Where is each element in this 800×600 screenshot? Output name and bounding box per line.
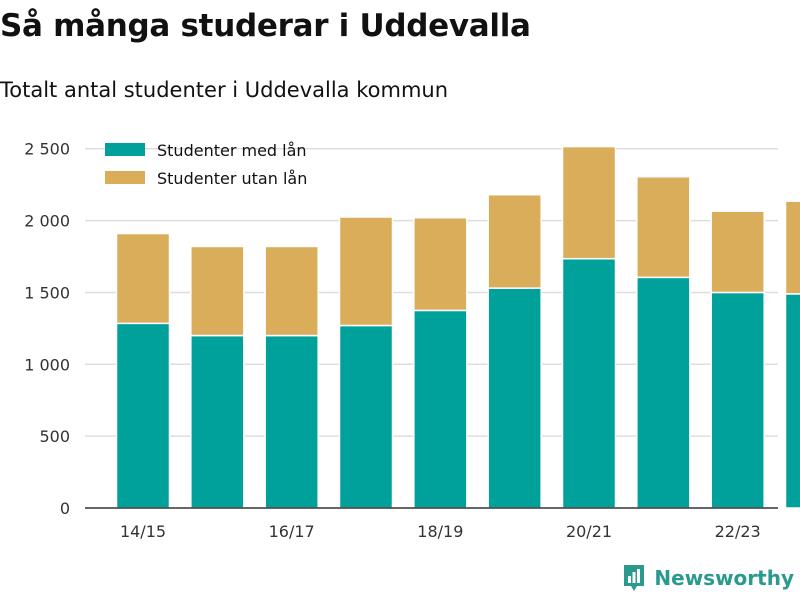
bar-stack xyxy=(636,176,691,509)
y-tick-label: 2 000 xyxy=(24,212,70,231)
legend-label: Studenter utan lån xyxy=(157,169,307,188)
x-axis-tick-labels: 14/15 16/17 18/19 20/21 22/23 xyxy=(120,522,761,541)
bar-stack xyxy=(190,245,245,509)
chart-subtitle: Totalt antal studenter i Uddevalla kommu… xyxy=(0,78,449,102)
bar-stack xyxy=(338,216,394,509)
bar-segment-with-loan xyxy=(264,334,319,509)
x-tick-label: 22/23 xyxy=(715,522,761,541)
y-axis-tick-labels: 0 500 1 000 1 500 2 000 2 500 xyxy=(24,140,70,518)
legend-swatch xyxy=(105,143,145,156)
bar-segment-with-loan xyxy=(487,287,542,509)
bar-segment-with-loan xyxy=(413,309,468,509)
y-tick-label: 2 500 xyxy=(24,140,70,159)
bar-segment-with-loan xyxy=(710,291,765,509)
x-tick-label: 14/15 xyxy=(120,522,166,541)
bar-segment-with-loan xyxy=(784,293,800,509)
bar-stack xyxy=(561,145,617,509)
y-tick-label: 500 xyxy=(39,427,70,446)
bar-chart-logo-icon xyxy=(624,565,645,591)
x-tick-label: 18/19 xyxy=(417,522,463,541)
x-tick-label: 16/17 xyxy=(269,522,315,541)
bar-stack xyxy=(115,232,171,509)
bar-stack xyxy=(264,245,319,509)
bar-stack xyxy=(487,193,542,509)
bars xyxy=(115,145,800,509)
y-tick-label: 0 xyxy=(60,499,70,518)
bar-segment-with-loan xyxy=(115,322,171,509)
bar-segment-with-loan xyxy=(636,276,691,509)
bar-segment-without-loan xyxy=(264,245,319,337)
legend: Studenter med lån Studenter utan lån xyxy=(105,141,307,188)
bar-segment-without-loan xyxy=(784,200,800,295)
bar-segment-without-loan xyxy=(190,245,245,337)
bar-segment-without-loan xyxy=(710,210,765,294)
brand-name: Newsworthy xyxy=(654,566,794,590)
y-tick-label: 1 500 xyxy=(24,283,70,302)
bar-segment-without-loan xyxy=(487,193,542,289)
legend-label: Studenter med lån xyxy=(157,141,307,160)
bar-segment-without-loan xyxy=(338,216,394,327)
bar-segment-without-loan xyxy=(115,232,171,325)
bar-segment-without-loan xyxy=(561,145,617,260)
brand-logo: Newsworthy xyxy=(622,564,794,592)
bar-stack xyxy=(710,210,765,509)
bar-stack xyxy=(784,200,800,509)
bar-segment-with-loan xyxy=(190,334,245,509)
bar-segment-with-loan xyxy=(338,324,394,509)
bar-segment-with-loan xyxy=(561,257,617,509)
chart-title: Så många studerar i Uddevalla xyxy=(0,8,531,44)
bar-segment-without-loan xyxy=(636,176,691,279)
bar-segment-without-loan xyxy=(413,216,468,312)
x-tick-label: 20/21 xyxy=(566,522,612,541)
legend-swatch xyxy=(105,171,145,184)
y-tick-label: 1 000 xyxy=(24,355,70,374)
bar-stack xyxy=(413,216,468,509)
